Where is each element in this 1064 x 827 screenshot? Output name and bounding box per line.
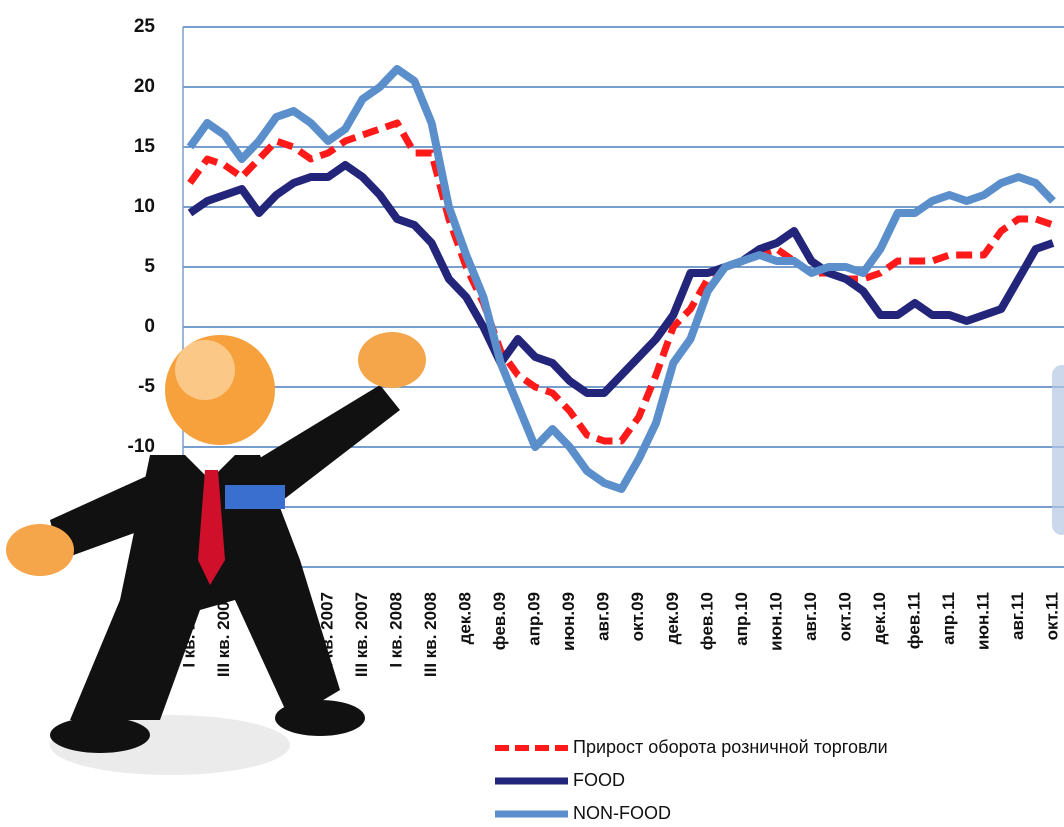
x-tick-label: апр.09 bbox=[525, 592, 544, 646]
series-line bbox=[187, 119, 1055, 445]
y-tick-label: -5 bbox=[138, 376, 155, 397]
y-tick-label: 25 bbox=[134, 16, 156, 37]
x-tick-label: авг.11 bbox=[1008, 592, 1027, 640]
x-tick-label: дек.10 bbox=[870, 592, 889, 644]
grid bbox=[183, 26, 1064, 568]
x-tick-label: дек.08 bbox=[456, 592, 475, 644]
x-tick-label: I кв. 2008 bbox=[387, 592, 406, 668]
x-tick-label: апр.10 bbox=[732, 592, 751, 646]
x-tick-label: окт.09 bbox=[628, 592, 647, 641]
cartoon-man bbox=[6, 332, 426, 775]
raised-arm bbox=[240, 385, 400, 510]
series-line bbox=[187, 161, 1055, 397]
collar bbox=[185, 455, 235, 480]
x-tick-label: июн.09 bbox=[559, 592, 578, 651]
x-tick-label: дек.09 bbox=[663, 592, 682, 644]
x-tick-label: фев.11 bbox=[904, 592, 923, 649]
x-tick-label: III кв. 2005 bbox=[214, 592, 233, 677]
x-tick-label: авг.09 bbox=[594, 592, 613, 641]
side-shape bbox=[1052, 365, 1064, 535]
x-tick-label: III кв. 2007 bbox=[352, 592, 371, 677]
x-tick-label: июн.10 bbox=[766, 592, 785, 651]
legend: Прирост оборота розничной торговли FOOD NO… bbox=[495, 737, 888, 823]
legend-label: FOOD bbox=[573, 770, 625, 790]
x-tick-label: окт.10 bbox=[835, 592, 854, 641]
x-tick-label: окт.11 bbox=[1042, 592, 1061, 640]
y-tick-label: 20 bbox=[134, 76, 155, 97]
lower-arm bbox=[50, 470, 170, 560]
right-shoe bbox=[275, 700, 365, 736]
head-highlight bbox=[175, 340, 235, 400]
y-tick-label: 15 bbox=[134, 136, 156, 157]
y-tick-label: -10 bbox=[128, 436, 155, 457]
raised-hand bbox=[358, 332, 426, 388]
left-shoe bbox=[50, 717, 150, 753]
x-tick-label: фев.09 bbox=[490, 592, 509, 650]
x-tick-label: авг.10 bbox=[801, 592, 820, 641]
series-line bbox=[186, 65, 1056, 493]
lower-hand bbox=[6, 524, 74, 576]
badge bbox=[225, 485, 285, 509]
y-tick-label: 5 bbox=[144, 256, 155, 277]
tie bbox=[198, 470, 225, 585]
y-tick-label: 10 bbox=[134, 196, 155, 217]
x-tick-label: III кв. 2008 bbox=[421, 592, 440, 677]
legend-label: Прирост оборота розничной торговли bbox=[573, 737, 888, 757]
x-tick-label: июн.11 bbox=[973, 592, 992, 650]
x-tick-label: апр.11 bbox=[939, 592, 958, 645]
plot-area bbox=[186, 65, 1056, 493]
x-tick-label: фев.10 bbox=[697, 592, 716, 650]
y-tick-label: 0 bbox=[144, 316, 155, 337]
legend-label: NON-FOOD bbox=[573, 803, 671, 823]
